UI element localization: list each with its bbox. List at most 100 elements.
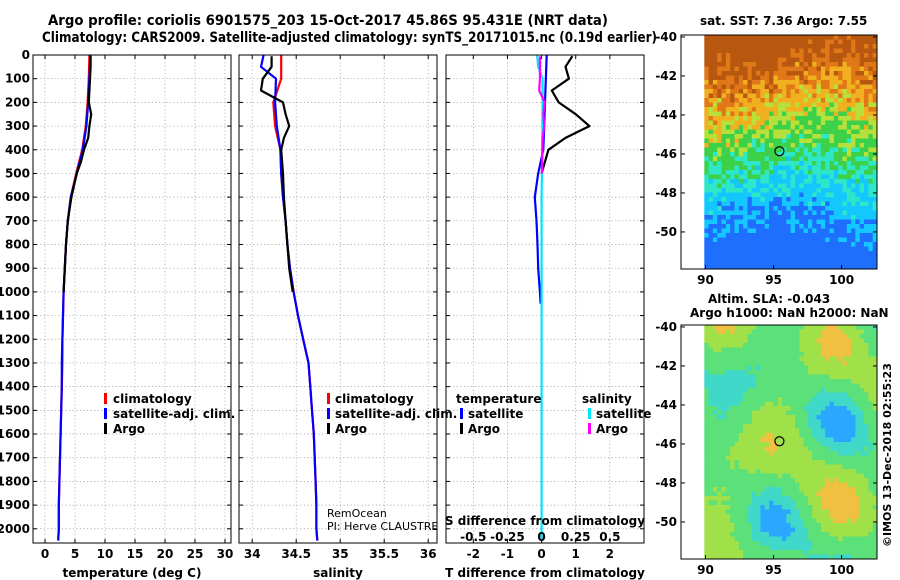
- map-cell: [851, 487, 856, 492]
- map-cell: [743, 446, 748, 452]
- map-cell: [738, 192, 744, 198]
- map-cell: [712, 89, 718, 94]
- map-cell: [790, 210, 796, 216]
- map-cell: [786, 365, 791, 371]
- map-cell: [795, 392, 800, 398]
- map-cell: [734, 478, 740, 483]
- map-cell: [790, 406, 796, 411]
- map-cell: [764, 174, 770, 180]
- map-cell: [717, 143, 722, 148]
- map-cell: [829, 406, 835, 411]
- map-cell: [799, 35, 804, 40]
- x-axis-label: T difference from climatology: [445, 566, 645, 580]
- map-cell: [786, 419, 791, 425]
- map-cell: [816, 156, 822, 162]
- map-cell: [816, 392, 822, 398]
- map-cell: [859, 53, 865, 58]
- map-cell: [864, 509, 869, 515]
- map-cell: [743, 343, 748, 348]
- map-cell: [816, 170, 822, 175]
- map-cell: [825, 550, 830, 555]
- map-cell: [777, 219, 783, 225]
- map-cell: [795, 469, 800, 474]
- map-cell: [795, 523, 800, 528]
- map-cell: [820, 509, 826, 515]
- map-cell: [799, 224, 804, 229]
- map-cell: [751, 39, 757, 45]
- map-cell: [807, 62, 813, 67]
- map-cell: [712, 460, 718, 465]
- map-cell: [708, 201, 714, 207]
- map-cell: [708, 460, 714, 465]
- map-cell: [734, 356, 740, 362]
- map-cell: [725, 48, 731, 54]
- map-cell: [725, 536, 731, 542]
- map-cell: [751, 374, 757, 380]
- map-cell: [734, 406, 740, 411]
- map-cell: [820, 482, 826, 488]
- map-cell: [859, 527, 865, 533]
- map-cell: [807, 460, 813, 465]
- map-cell: [829, 478, 835, 483]
- map-cell: [743, 179, 748, 184]
- map-cell: [829, 334, 835, 339]
- legend-swatch-temp-argo: [460, 423, 463, 434]
- map-cell: [760, 84, 766, 90]
- map-cell: [820, 219, 826, 225]
- map-cell: [816, 406, 822, 411]
- map-cell: [829, 80, 835, 85]
- map-cell: [712, 206, 718, 211]
- y-tick-label: 900: [5, 261, 30, 275]
- map-cell: [790, 228, 796, 234]
- map-cell: [708, 401, 714, 407]
- map-cell: [738, 179, 744, 184]
- map-cell: [855, 120, 861, 126]
- map-cell: [756, 509, 761, 515]
- map-cell: [795, 111, 800, 117]
- map-cell: [872, 48, 878, 54]
- map-cell: [730, 379, 735, 384]
- map-cell: [833, 224, 839, 229]
- map-cell: [751, 554, 757, 560]
- map-cell: [782, 89, 787, 94]
- map-cell: [734, 442, 740, 447]
- map-cell: [851, 523, 856, 528]
- map-cell: [816, 120, 822, 126]
- map-cell: [777, 401, 783, 407]
- map-cell: [769, 487, 774, 492]
- map-cell: [868, 446, 874, 452]
- map-cell: [864, 246, 869, 252]
- map-cell: [704, 228, 709, 234]
- map-cell: [790, 536, 796, 542]
- map-cell: [816, 478, 822, 483]
- map-cell: [712, 80, 718, 85]
- map-cell: [734, 496, 740, 501]
- map-cell: [773, 428, 779, 434]
- map-cell: [730, 215, 735, 220]
- map-cell: [838, 325, 843, 330]
- map-cell: [812, 401, 817, 407]
- map-cell: [855, 446, 861, 452]
- map-cell: [712, 156, 718, 162]
- map-cell: [747, 460, 753, 465]
- map-cell: [777, 455, 783, 461]
- map-cell: [851, 188, 856, 193]
- map-cell: [799, 370, 804, 375]
- map-cell: [829, 224, 835, 229]
- map-cell: [829, 156, 835, 162]
- map-cell: [704, 505, 709, 510]
- map-cell: [816, 260, 822, 265]
- map-cell: [777, 44, 783, 49]
- map-cell: [708, 383, 714, 389]
- map-cell: [838, 415, 843, 420]
- map-cell: [721, 174, 727, 180]
- map-cell: [751, 246, 757, 252]
- map-cell: [816, 89, 822, 94]
- map-cell: [795, 406, 800, 411]
- map-cell: [807, 505, 813, 510]
- map-cell: [773, 545, 779, 551]
- map-cell: [760, 174, 766, 180]
- map-cell: [721, 161, 727, 166]
- map-cell: [812, 134, 817, 139]
- map-cell: [747, 451, 753, 456]
